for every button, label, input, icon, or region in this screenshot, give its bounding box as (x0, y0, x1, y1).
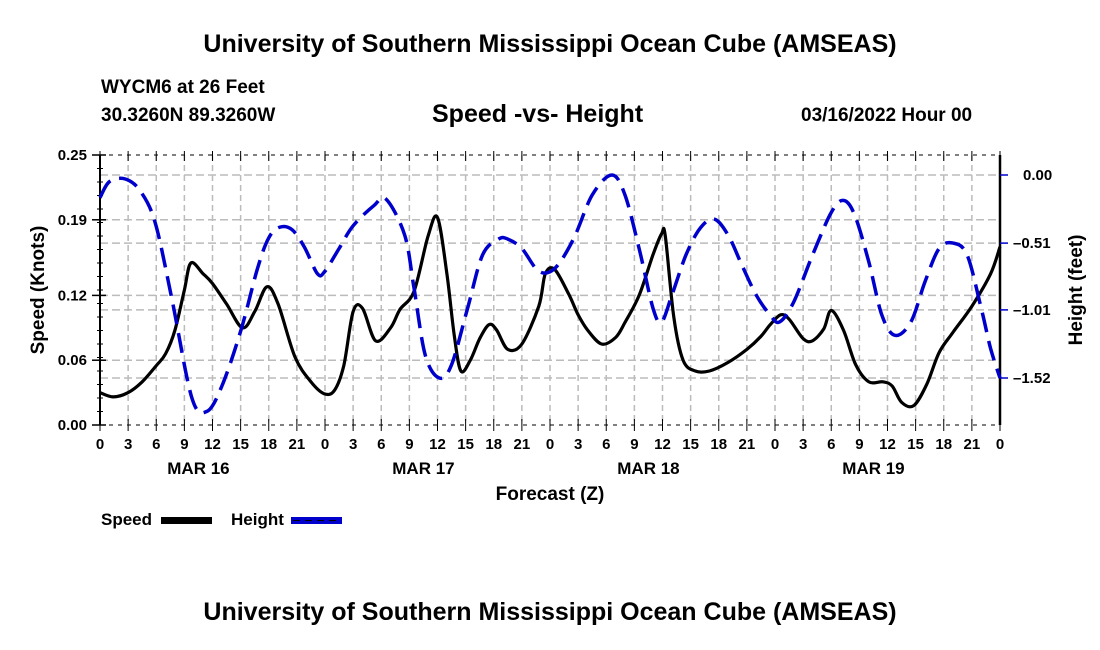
y2-tick-label: –1.01 (1013, 302, 1051, 319)
x-tick-label: 15 (232, 436, 249, 453)
day-label: MAR 17 (392, 459, 454, 478)
y2-axis-label: Height (feet) (1066, 235, 1087, 346)
x-tick-label: 18 (935, 436, 952, 453)
x-tick-label: 6 (827, 436, 835, 453)
x-tick-label: 3 (574, 436, 582, 453)
x-tick-label: 12 (429, 436, 446, 453)
x-tick-label: 0 (96, 436, 104, 453)
x-tick-label: 6 (602, 436, 610, 453)
y-tick-label: 0.06 (58, 352, 87, 369)
legend-label-speed: Speed (101, 510, 152, 529)
x-tick-label: 21 (739, 436, 756, 453)
series-line-speed (99, 214, 1002, 409)
series (98, 173, 1002, 415)
x-tick-label: 3 (349, 436, 357, 453)
grid (100, 155, 1000, 425)
y-tick-label: 0.12 (58, 287, 87, 304)
x-tick-label: 9 (855, 436, 863, 453)
x-tick-label: 9 (405, 436, 413, 453)
y2-tick-label: –0.51 (1013, 235, 1051, 252)
y-tick-label: 0.00 (58, 417, 87, 434)
x-axis-label: Forecast (Z) (496, 484, 605, 505)
y-tick-label: 0.19 (58, 212, 87, 229)
x-tick-label: 3 (799, 436, 807, 453)
y2-tick-label: 0.00 (1023, 167, 1052, 184)
legend: Speed Height (101, 510, 342, 529)
series-line-height (98, 173, 1002, 415)
x-tick-label: 18 (710, 436, 727, 453)
x-tick-label: 12 (654, 436, 671, 453)
forecast-datetime: 03/16/2022 Hour 00 (801, 105, 973, 126)
legend-swatch-height (291, 517, 342, 524)
station-label: WYCM6 at 26 Feet (101, 77, 265, 98)
x-tick-label: 0 (771, 436, 779, 453)
x-tick-label: 15 (457, 436, 474, 453)
x-tick-label: 0 (321, 436, 329, 453)
x-tick-label: 18 (485, 436, 502, 453)
y-axis-label: Speed (Knots) (28, 226, 49, 355)
coordinates-label: 30.3260N 89.3260W (101, 105, 276, 126)
x-tick-label: 6 (377, 436, 385, 453)
x-tick-label: 21 (289, 436, 306, 453)
x-tick-label: 12 (879, 436, 896, 453)
legend-label-height: Height (231, 510, 284, 529)
y2-tick-label: –1.52 (1013, 370, 1051, 387)
page-title: University of Southern Mississippi Ocean… (203, 30, 897, 58)
day-label: MAR 19 (842, 459, 904, 478)
x-tick-label: 9 (180, 436, 188, 453)
x-tick-label: 6 (152, 436, 160, 453)
chart-title: Speed -vs- Height (432, 100, 644, 128)
x-tick-label: 3 (124, 436, 132, 453)
x-tick-label: 15 (907, 436, 924, 453)
x-tick-label: 15 (682, 436, 699, 453)
day-label: MAR 16 (167, 459, 229, 478)
footer-title: University of Southern Mississippi Ocean… (203, 598, 897, 626)
x-tick-label: 21 (964, 436, 981, 453)
x-tick-label: 12 (204, 436, 221, 453)
x-tick-label: 18 (260, 436, 277, 453)
x-tick-label: 9 (630, 436, 638, 453)
day-label: MAR 18 (617, 459, 679, 478)
x-tick-label: 21 (514, 436, 531, 453)
y-tick-label: 0.25 (58, 147, 87, 164)
axes: 0 3 6 9 12 15 18 21 0 3 6 9 12 15 18 21 0 3 6 9 12 15 18 21 0 3 6 9… (58, 147, 1052, 478)
x-tick-label: 0 (996, 436, 1004, 453)
legend-swatch-speed (161, 517, 212, 524)
x-tick-label: 0 (546, 436, 554, 453)
